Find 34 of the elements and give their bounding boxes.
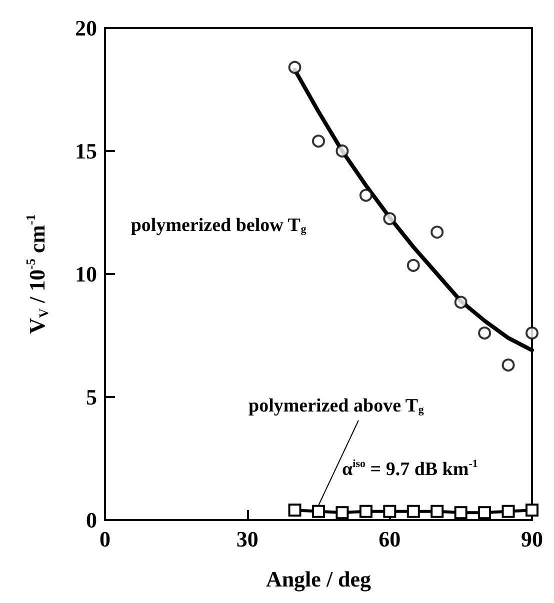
point — [454, 506, 468, 520]
point — [502, 504, 515, 518]
point — [526, 504, 538, 517]
point — [383, 212, 396, 226]
y-tick-label: 15 — [75, 138, 97, 164]
x-axis-title: Angle / deg — [266, 566, 372, 592]
point — [336, 506, 349, 520]
y-tick-label: 20 — [75, 16, 97, 40]
point — [406, 258, 420, 272]
x-tick-label: 90 — [521, 526, 543, 552]
point — [359, 504, 372, 518]
y-axis-title: VV / 10-5 cm-1 — [23, 214, 51, 334]
point — [312, 134, 325, 148]
point — [478, 326, 492, 340]
point — [312, 504, 325, 518]
point — [383, 504, 396, 518]
point — [478, 506, 492, 520]
y-tick-label: 0 — [86, 508, 97, 532]
point — [430, 504, 444, 518]
point — [288, 60, 302, 74]
point — [430, 226, 444, 239]
point — [502, 358, 515, 372]
point — [359, 188, 372, 202]
y-tick-label: 5 — [86, 384, 97, 410]
annotation: polymerized below Tg — [130, 215, 307, 236]
annotation: polymerized above Tg — [248, 395, 424, 416]
point — [336, 144, 349, 158]
x-tick-label: 60 — [378, 526, 401, 552]
point — [406, 504, 420, 518]
point — [454, 296, 468, 309]
point — [526, 326, 538, 340]
y-tick-label: 10 — [75, 262, 97, 286]
point — [288, 504, 302, 517]
x-tick-label: 30 — [236, 526, 258, 552]
